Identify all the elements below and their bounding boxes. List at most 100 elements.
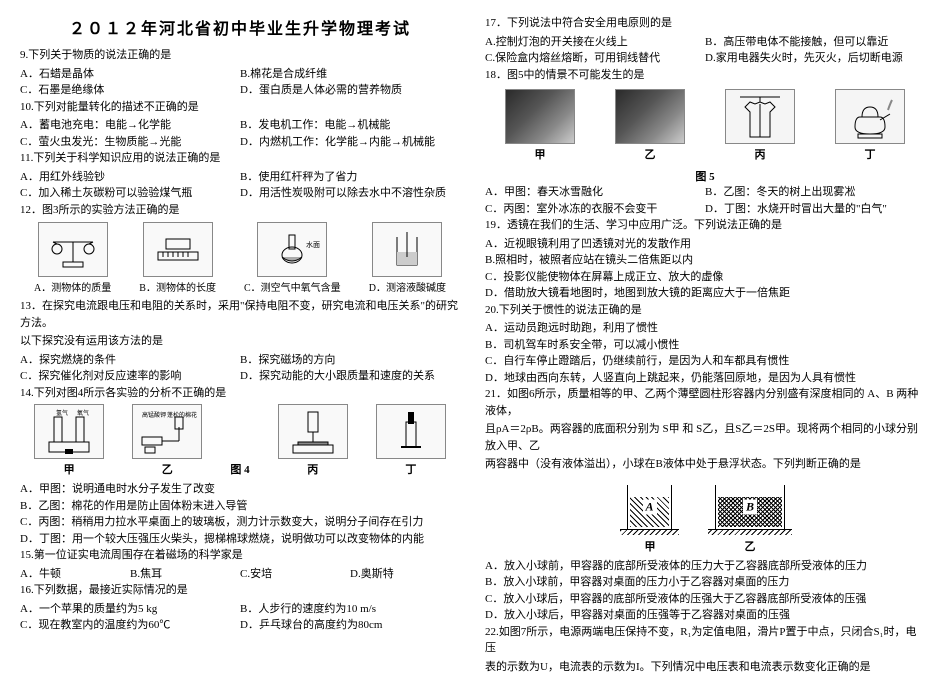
q17-a: A.控制灯泡的开关接在火线上 bbox=[485, 34, 705, 51]
q9-stem: 9.下列关于物质的说法正确的是 bbox=[20, 47, 460, 64]
q10-b: B．发电机工作：电能→机械能 bbox=[240, 117, 460, 134]
q12-fig-d-caption: D．测溶液酸碱度 bbox=[369, 279, 446, 294]
q14-fig-label: 图 4 bbox=[230, 461, 249, 477]
q14-d: D．丁图：用一个较大压强压火柴头，摁梯棉球燃烧，说明做功可以改变物体的内能 bbox=[20, 531, 460, 548]
q19-stem: 19．透镜在我们的生活、学习中应用广泛。下列说法正确的是 bbox=[485, 217, 925, 234]
svg-text:水面: 水面 bbox=[306, 240, 320, 249]
q9-d: D．蛋白质是人体必需的营养物质 bbox=[240, 82, 460, 99]
q13-stem2: 以下探究没有运用该方法的是 bbox=[20, 333, 460, 350]
q10-d: D．内燃机工作：化学能→内能→机械能 bbox=[240, 134, 460, 151]
q18-d: D．丁图：水烧开时冒出大量的"白气" bbox=[705, 201, 925, 218]
q9-a: A．石蜡是晶体 bbox=[20, 66, 240, 83]
q15-a: A．牛顿 bbox=[20, 566, 130, 583]
q15-stem: 15.第一位证实电流周围存在着磁场的科学家是 bbox=[20, 547, 460, 564]
q11-c: C．加入稀土灰碳粉可以验验煤气瓶 bbox=[20, 185, 240, 202]
shirt-icon bbox=[725, 89, 795, 144]
q10-c: C．萤火虫发光：生物质能→光能 bbox=[20, 134, 240, 151]
q18-b: B．乙图：冬天的树上出现雾凇 bbox=[705, 184, 925, 201]
q13-d: D．探究动能的大小跟质量和速度的关系 bbox=[240, 368, 460, 385]
q21-fig-a: A 甲 bbox=[620, 475, 680, 554]
q17-c: C.保险盒内熔丝熔断，可用铜线替代 bbox=[485, 50, 705, 67]
q12-fig-d: D．测溶液酸碱度 bbox=[369, 222, 446, 294]
q14-options: A．甲图：说明通电时水分子发生了改变 B．乙图：棉花的作用是防止固体粉末进入导管… bbox=[20, 481, 460, 547]
q17-b: B．高压带电体不能接触，但可以靠近 bbox=[705, 34, 925, 51]
q9-options: A．石蜡是晶体 B.棉花是合成纤维 C．石墨是绝缘体 D．蛋白质是人体必需的营养… bbox=[20, 66, 460, 99]
q14-a: A．甲图：说明通电时水分子发生了改变 bbox=[20, 481, 460, 498]
q10-a: A．蓄电池充电：电能→化学能 bbox=[20, 117, 240, 134]
container-a-icon: A bbox=[620, 475, 680, 530]
q18-fig-a: 甲 bbox=[505, 89, 575, 162]
q18-fig-d: 丁 bbox=[835, 89, 905, 162]
ruler-icon bbox=[143, 222, 213, 277]
flask-icon: 水面 bbox=[257, 222, 327, 277]
q21-figures: A 甲 B 乙 bbox=[485, 479, 925, 554]
q14-fig-d: 丁 bbox=[376, 404, 446, 477]
q12-figures: A．测物体的质量 B．测物体的长度 水面 C．测空气中氧气含量 D．测溶液酸碱度 bbox=[20, 224, 460, 294]
q18-fig-b: 乙 bbox=[615, 89, 685, 162]
q18-figure-label: 图 5 bbox=[485, 168, 925, 184]
q17-d: D.家用电器失火时，先灭火，后切断电源 bbox=[705, 50, 925, 67]
q16-c: C．现在教室内的温度约为60℃ bbox=[20, 617, 240, 634]
q12-fig-c-caption: C．测空气中氧气含量 bbox=[244, 279, 341, 294]
q11-stem: 11.下列关于科学知识应用的说法正确的是 bbox=[20, 150, 460, 167]
q19-b: B.照相时，被照者应站在镜头二倍焦距以内 bbox=[485, 252, 925, 269]
frost-tree-icon bbox=[615, 89, 685, 144]
svg-text:氢气: 氢气 bbox=[56, 409, 68, 417]
q14-fig-b-caption: 乙 bbox=[162, 461, 173, 477]
q16-stem: 16.下列数据，最接近实际情况的是 bbox=[20, 582, 460, 599]
q16-options: A．一个苹果的质量约为5 kg B．人步行的速度约为10 m/s C．现在教室内… bbox=[20, 601, 460, 634]
q13-stem1: 13．在探究电流跟电压和电阻的关系时，采用"保持电阻不变，研究电流和电压关系"的… bbox=[20, 298, 460, 331]
q13-c: C．探究催化剂对反应速率的影响 bbox=[20, 368, 240, 385]
q12-fig-b-caption: B．测物体的长度 bbox=[139, 279, 216, 294]
q21-c: C．放入小球后，甲容器的底部所受液体的压强大于乙容器底部所受液体的压强 bbox=[485, 591, 925, 608]
q14-fig-a: 氢气 氧气 甲 bbox=[34, 404, 104, 477]
q21-fig-b-caption: 乙 bbox=[745, 538, 756, 554]
q13-options: A．探究燃烧的条件 B．探究磁场的方向 C．探究催化剂对反应速率的影响 D．探究… bbox=[20, 352, 460, 385]
q11-options: A．用红外线验钞 B．使用红杆秤为了省力 C．加入稀土灰碳粉可以验验煤气瓶 D．… bbox=[20, 169, 460, 202]
q18-fig-d-caption: 丁 bbox=[865, 146, 876, 162]
q10-stem: 10.下列对能量转化的描述不正确的是 bbox=[20, 99, 460, 116]
q20-options: A．运动员跑远时助跑，利用了惯性 B．司机驾车时系安全带，可以减小惯性 C．自行… bbox=[485, 320, 925, 386]
q14-b: B．乙图：棉花的作用是防止固体粉末进入导管 bbox=[20, 498, 460, 515]
beaker-icon bbox=[372, 222, 442, 277]
q14-fig-c-caption: 丙 bbox=[307, 461, 318, 477]
container-b-icon: B bbox=[710, 475, 790, 530]
q21-stem2: 且ρA＝2ρB。两容器的底面积分别为 S甲 和 S乙，且S乙＝2S甲。现将两个相… bbox=[485, 421, 925, 454]
q18-figures: 甲 乙 丙 丁 bbox=[485, 89, 925, 162]
left-column: ２０１２年河北省初中毕业生升学物理考试 9.下列关于物质的说法正确的是 A．石蜡… bbox=[20, 15, 460, 653]
piston-icon bbox=[376, 404, 446, 459]
q22-stem1: 22.如图7所示，电源两端电压保持不变，R₁为定值电阻，滑片P置于中点，只闭合S… bbox=[485, 624, 925, 657]
q20-a: A．运动员跑远时助跑，利用了惯性 bbox=[485, 320, 925, 337]
q19-d: D．借助放大镜看地图时，地图到放大镜的距离应大于一倍焦距 bbox=[485, 285, 925, 302]
svg-text:氧气: 氧气 bbox=[77, 409, 89, 417]
q16-d: D．乒乓球台的高度约为80cm bbox=[240, 617, 460, 634]
q13-a: A．探究燃烧的条件 bbox=[20, 352, 240, 369]
q12-fig-a-caption: A．测物体的质量 bbox=[34, 279, 111, 294]
q9-b: B.棉花是合成纤维 bbox=[240, 66, 460, 83]
q14-fig-b: 高锰酸钾蓬松的棉花 乙 bbox=[132, 404, 202, 477]
q12-fig-b: B．测物体的长度 bbox=[139, 222, 216, 294]
ice-melt-icon bbox=[505, 89, 575, 144]
q12-fig-a: A．测物体的质量 bbox=[34, 222, 111, 294]
exam-title: ２０１２年河北省初中毕业生升学物理考试 bbox=[20, 15, 460, 39]
q21-fig-a-caption: 甲 bbox=[645, 538, 656, 554]
q15-d: D.奥斯特 bbox=[350, 566, 460, 583]
q18-fig-b-caption: 乙 bbox=[645, 146, 656, 162]
q17-options: A.控制灯泡的开关接在火线上 B．高压带电体不能接触，但可以靠近 C.保险盒内熔… bbox=[485, 34, 925, 67]
q18-fig-c-caption: 丙 bbox=[755, 146, 766, 162]
q21-stem1: 21．如图6所示，质量相等的甲、乙两个薄壁圆柱形容器内分别盛有深度相同的 A、B… bbox=[485, 386, 925, 419]
q11-b: B．使用红杆秤为了省力 bbox=[240, 169, 460, 186]
q19-options: A．近视眼镜利用了凹透镜对光的发散作用 B.照相时，被照者应站在镜头二倍焦距以内… bbox=[485, 236, 925, 302]
q16-a: A．一个苹果的质量约为5 kg bbox=[20, 601, 240, 618]
q15-c: C.安培 bbox=[240, 566, 350, 583]
q14-c: C．丙图：稍稍用力拉水平桌面上的玻璃板，测力计示数变大，说明分子间存在引力 bbox=[20, 514, 460, 531]
q11-a: A．用红外线验钞 bbox=[20, 169, 240, 186]
q18-c: C．丙图：室外冰冻的衣服不会变干 bbox=[485, 201, 705, 218]
q17-stem: 17．下列说法中符合安全用电原则的是 bbox=[485, 15, 925, 32]
q10-options: A．蓄电池充电：电能→化学能 B．发电机工作：电能→机械能 C．萤火虫发光：生物… bbox=[20, 117, 460, 150]
q18-options: A．甲图：春天冰雪融化 B．乙图：冬天的树上出现雾凇 C．丙图：室外冰冻的衣服不… bbox=[485, 184, 925, 217]
right-column: 17．下列说法中符合安全用电原则的是 A.控制灯泡的开关接在火线上 B．高压带电… bbox=[485, 15, 925, 653]
svg-text:高锰酸钾: 高锰酸钾 bbox=[142, 411, 166, 419]
q12-fig-c: 水面 C．测空气中氧气含量 bbox=[244, 222, 341, 294]
q14-fig-a-caption: 甲 bbox=[64, 461, 75, 477]
